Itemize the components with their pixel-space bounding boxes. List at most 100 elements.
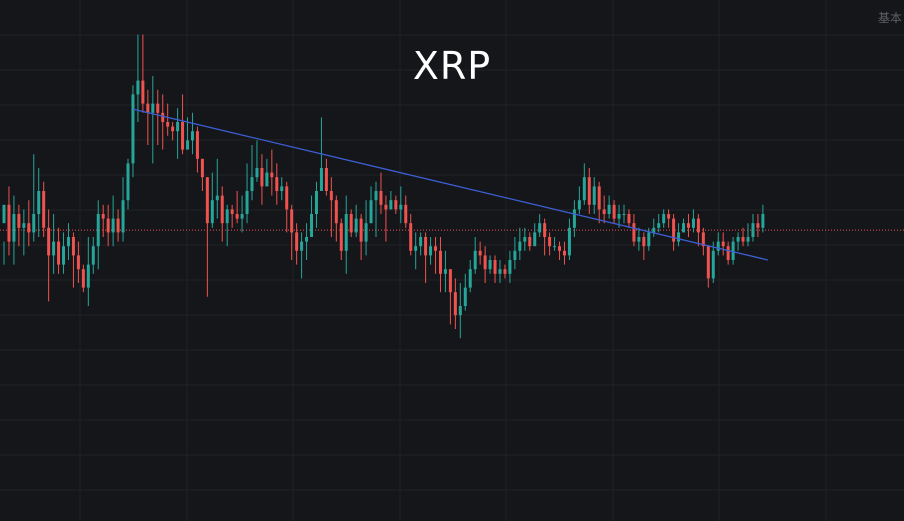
candle xyxy=(176,108,180,159)
candle-body xyxy=(503,269,507,274)
candle-body xyxy=(543,223,547,237)
candle-body xyxy=(81,269,85,288)
candle xyxy=(250,145,254,201)
candle-body xyxy=(324,168,328,191)
candle xyxy=(731,237,735,265)
candle xyxy=(116,209,120,242)
candle-body xyxy=(42,191,46,228)
candle xyxy=(602,195,606,224)
candle xyxy=(329,177,333,237)
candle-body xyxy=(538,223,542,233)
candle xyxy=(131,85,135,178)
candle-body xyxy=(647,232,651,247)
candle xyxy=(587,168,591,214)
candle-body xyxy=(22,223,26,228)
candle xyxy=(478,241,482,265)
candle-body xyxy=(567,227,571,256)
candle xyxy=(280,177,284,201)
candle-body xyxy=(419,237,423,247)
candle xyxy=(448,269,452,325)
candle-body xyxy=(47,227,51,256)
candle xyxy=(195,126,199,173)
candle xyxy=(240,195,244,233)
candle xyxy=(577,186,581,214)
candle xyxy=(76,241,80,283)
candle-body xyxy=(369,200,373,224)
candle-body xyxy=(627,214,631,224)
candle-body xyxy=(52,241,56,256)
candle-body xyxy=(181,122,185,150)
candle xyxy=(225,204,229,247)
candle-body xyxy=(215,195,219,201)
candle-body xyxy=(200,158,204,178)
candle-body xyxy=(111,218,115,233)
candle xyxy=(62,232,66,274)
candle xyxy=(453,278,457,329)
candle-body xyxy=(86,264,90,288)
candle-body xyxy=(508,260,512,274)
candle-body xyxy=(498,269,502,274)
candle xyxy=(96,200,100,270)
candle xyxy=(71,232,75,288)
candle-body xyxy=(76,255,80,270)
candle-body xyxy=(329,191,333,201)
candle xyxy=(52,214,56,274)
candle-body xyxy=(682,223,686,233)
candle xyxy=(434,237,438,274)
candle xyxy=(359,214,363,260)
candle-body xyxy=(577,200,581,210)
candle-body xyxy=(572,209,576,228)
candle-body xyxy=(736,237,740,242)
candle-body xyxy=(344,214,348,251)
candle xyxy=(220,186,224,242)
candle-body xyxy=(136,80,140,95)
candle-body xyxy=(518,241,522,251)
candle xyxy=(270,149,274,196)
candle-body xyxy=(295,232,299,251)
candle xyxy=(617,204,621,228)
candle xyxy=(215,158,219,219)
candle xyxy=(558,241,562,260)
indicator-menu-label[interactable]: 基本 xyxy=(877,11,902,25)
candle-body xyxy=(434,246,438,251)
candle xyxy=(364,200,368,256)
candle-body xyxy=(662,214,666,224)
candle-body xyxy=(171,126,175,132)
candle-body xyxy=(483,255,487,270)
candle-body xyxy=(632,223,636,242)
candle xyxy=(295,223,299,265)
candle xyxy=(622,204,626,224)
candle-body xyxy=(62,246,66,265)
candle xyxy=(290,204,294,260)
candle xyxy=(657,214,661,233)
candle-body xyxy=(260,168,264,187)
candle xyxy=(528,232,532,251)
candle xyxy=(394,195,398,214)
candle-body xyxy=(612,204,616,219)
candle xyxy=(354,204,358,237)
candle-body xyxy=(384,204,388,210)
candle xyxy=(409,214,413,256)
candle-body xyxy=(424,237,428,256)
candle-body xyxy=(195,131,199,159)
candle-body xyxy=(220,195,224,224)
candle xyxy=(691,209,695,233)
candle-body xyxy=(726,246,730,260)
candle-body xyxy=(414,246,418,251)
chart-title: XRP xyxy=(412,44,492,88)
candle-body xyxy=(17,214,21,228)
candle-body xyxy=(513,250,517,260)
candle-body xyxy=(672,218,676,242)
candle xyxy=(190,112,194,155)
candle xyxy=(627,209,631,228)
candle-body xyxy=(280,186,284,191)
candle-body xyxy=(677,232,681,242)
candle-body xyxy=(12,214,16,242)
candle-body xyxy=(151,103,155,113)
candle-body xyxy=(314,191,318,214)
candle-body xyxy=(156,103,160,113)
candle xyxy=(81,264,85,293)
candle xyxy=(235,191,239,224)
candle-body xyxy=(458,306,462,316)
